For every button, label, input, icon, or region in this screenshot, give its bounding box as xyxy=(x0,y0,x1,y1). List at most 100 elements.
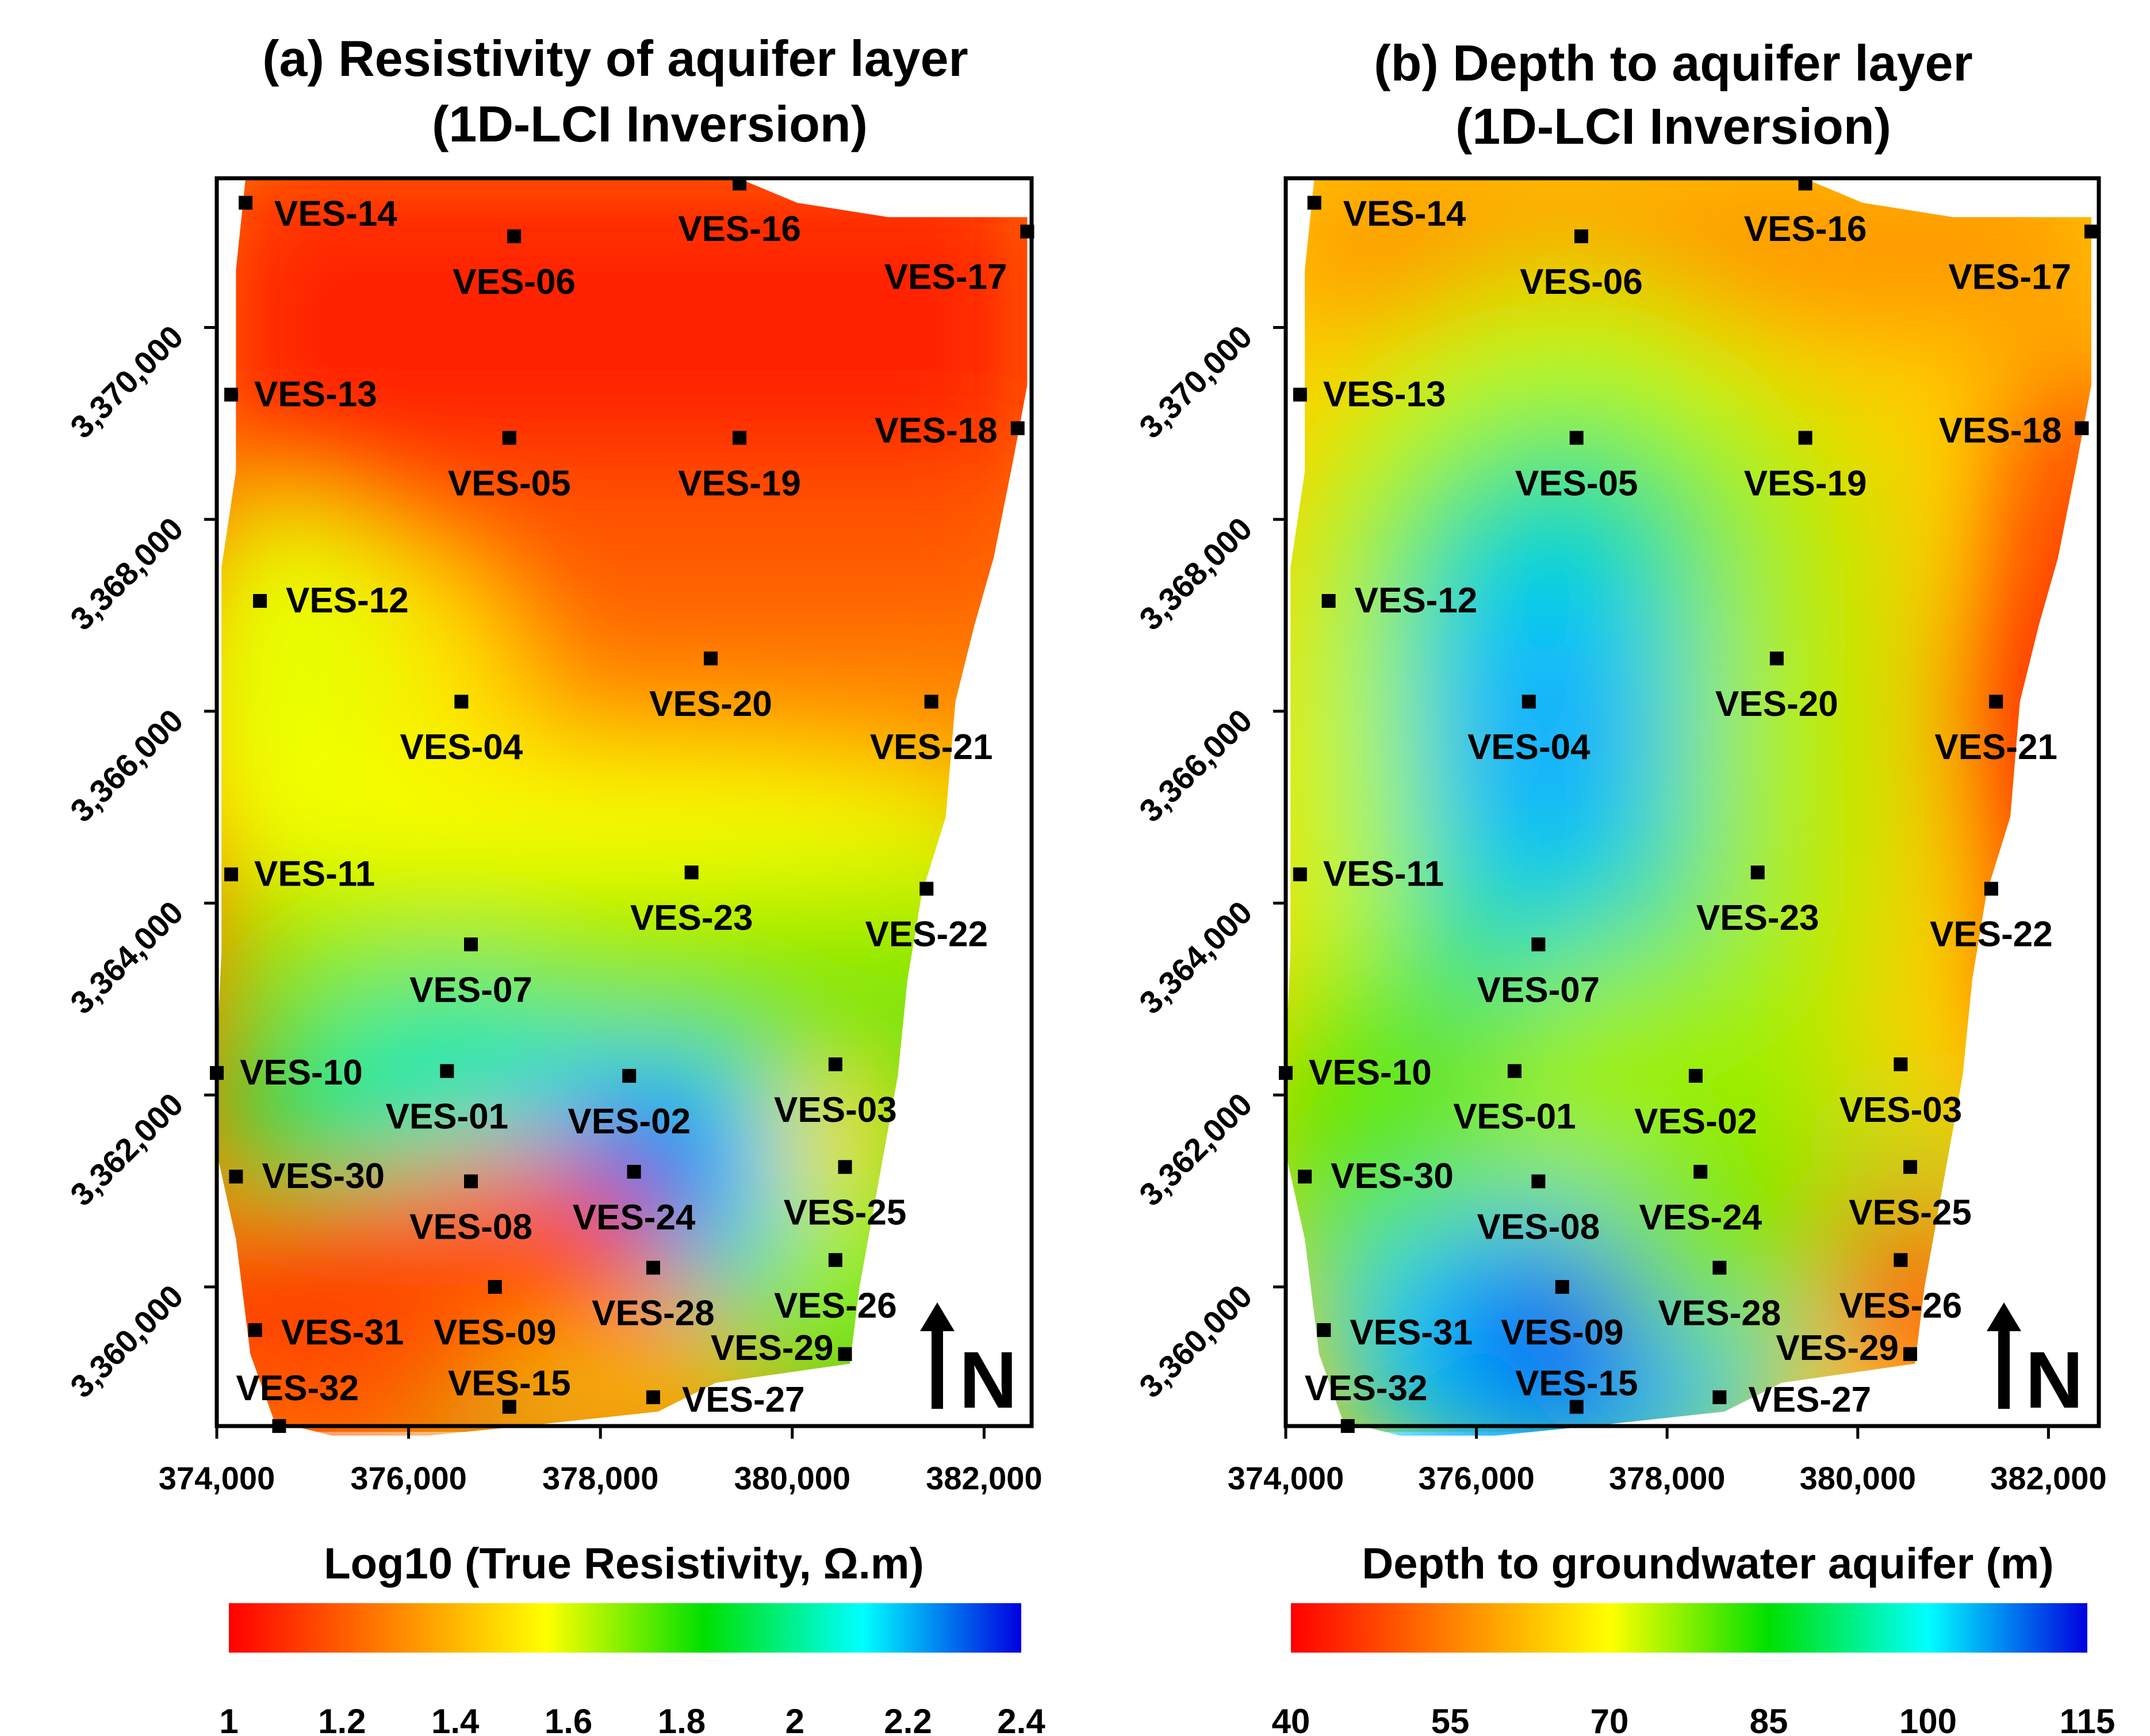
station-marker xyxy=(272,1419,286,1433)
station-label: VES-14 xyxy=(1343,194,1466,234)
station-marker xyxy=(1531,1174,1546,1189)
station-label: VES-03 xyxy=(1839,1090,1963,1130)
panel-b-title-line1: (b) Depth to aquifer layer xyxy=(1374,35,1972,91)
station-marker xyxy=(646,1260,660,1275)
station-marker xyxy=(646,1390,660,1404)
station-label: VES-10 xyxy=(1309,1053,1432,1093)
panel-a-map: 374,000 376,000 378,000 380,000 382,000 3,360… xyxy=(63,176,1043,1496)
y-tick-label: 3,360,000 xyxy=(1132,1278,1259,1405)
station-label: VES-23 xyxy=(1696,898,1819,938)
station-label: VES-29 xyxy=(711,1328,834,1368)
station-label: VES-30 xyxy=(1331,1156,1454,1196)
station-marker xyxy=(210,1066,224,1080)
y-tick-label: 3,364,000 xyxy=(1132,894,1259,1021)
panel-a-frame xyxy=(214,176,1034,1428)
station-label: VES-07 xyxy=(1477,970,1600,1010)
station-label: VES-05 xyxy=(448,463,571,503)
station-marker xyxy=(239,196,253,210)
station-label: VES-16 xyxy=(678,209,801,249)
north-arrow-icon xyxy=(1987,1302,2021,1409)
station-marker xyxy=(1688,1068,1703,1083)
colorbar-tick-label: 2 xyxy=(785,1702,804,1736)
panel-a-colorbar-title: Log10 (True Resistivity, Ω.m) xyxy=(324,1539,924,1588)
station-marker xyxy=(1340,1419,1355,1433)
station-marker xyxy=(1894,1253,1908,1267)
station-marker xyxy=(1574,229,1588,243)
station-marker xyxy=(2084,224,2099,239)
y-tick-label: 3,360,000 xyxy=(63,1278,190,1405)
station-marker xyxy=(1569,431,1584,445)
colorbar-tick-label: 100 xyxy=(1899,1702,1957,1736)
station-marker xyxy=(838,1347,852,1361)
station-marker xyxy=(704,652,718,666)
station-label: VES-04 xyxy=(1467,727,1591,767)
y-tick-label: 3,368,000 xyxy=(63,510,190,637)
station-marker xyxy=(924,695,938,709)
station-marker xyxy=(2075,421,2089,435)
station-marker xyxy=(1307,196,1321,210)
station-label: VES-27 xyxy=(682,1380,805,1420)
station-marker xyxy=(464,1174,478,1189)
colorbar-tick-label: 2.4 xyxy=(997,1702,1045,1736)
panel-b-map: 374,000 376,000 378,000 380,000 382,000 3,360… xyxy=(1132,176,2107,1496)
station-marker xyxy=(1712,1260,1727,1275)
station-marker xyxy=(733,177,747,191)
station-label: VES-02 xyxy=(1634,1102,1757,1141)
panel-a-north-label: N xyxy=(959,1335,1017,1425)
x-tick-label: 382,000 xyxy=(1990,1460,2106,1496)
station-label: VES-21 xyxy=(870,727,993,767)
station-marker xyxy=(248,1323,262,1338)
station-marker xyxy=(627,1164,641,1179)
station-label: VES-24 xyxy=(573,1198,696,1237)
station-label: VES-13 xyxy=(1323,374,1446,414)
y-tick-label: 3,368,000 xyxy=(1132,510,1259,637)
panel-b-north-label: N xyxy=(2025,1335,2083,1425)
station-label: VES-30 xyxy=(262,1156,385,1196)
y-tick-label: 3,370,000 xyxy=(63,318,190,445)
panel-b: (b) Depth to aquifer layer (1D-LCI Inver… xyxy=(1132,35,2115,1736)
station-label: VES-22 xyxy=(865,915,988,955)
station-label: VES-26 xyxy=(1839,1286,1963,1325)
x-tick-label: 378,000 xyxy=(542,1460,658,1496)
x-tick-label: 374,000 xyxy=(159,1460,275,1496)
station-marker xyxy=(502,1400,516,1414)
y-tick-label: 3,362,000 xyxy=(63,1086,190,1213)
station-label: VES-11 xyxy=(1323,854,1444,894)
station-label: VES-32 xyxy=(236,1369,359,1408)
colorbar-tick-label: 70 xyxy=(1591,1702,1629,1736)
panel-b-colorbar-ticks: 40 55 70 85 100 115 xyxy=(1272,1702,2115,1736)
station-label: VES-20 xyxy=(1715,684,1838,724)
panel-a: (a) Resistivity of aquifer layer (1D-LCI… xyxy=(63,30,1046,1736)
station-label: VES-31 xyxy=(281,1313,404,1352)
station-marker xyxy=(733,431,747,445)
station-label: VES-02 xyxy=(568,1102,691,1141)
station-label: VES-01 xyxy=(385,1097,508,1137)
station-label: VES-09 xyxy=(1501,1313,1624,1352)
station-label: VES-19 xyxy=(1744,463,1867,503)
station-marker xyxy=(1298,1170,1312,1184)
panel-a-colorbar-ticks: 1 1.2 1.4 1.6 1.8 2 2.2 2.4 xyxy=(219,1702,1045,1736)
station-marker xyxy=(1522,695,1536,709)
panel-b-colorbar-gradient xyxy=(1291,1603,2087,1653)
x-tick-label: 374,000 xyxy=(1228,1460,1344,1496)
station-label: VES-13 xyxy=(254,374,377,414)
station-label: VES-15 xyxy=(448,1364,571,1404)
station-label: VES-26 xyxy=(774,1286,897,1325)
station-marker xyxy=(1989,695,2003,709)
station-label: VES-18 xyxy=(875,411,998,451)
station-label: VES-06 xyxy=(1520,262,1643,302)
colorbar-tick-label: 115 xyxy=(2060,1702,2115,1736)
station-marker xyxy=(622,1068,637,1083)
panel-a-colorbar: Log10 (True Resistivity, Ω.m) 1 1.2 1.4 1.6… xyxy=(219,1539,1045,1736)
station-marker xyxy=(1903,1347,1917,1361)
station-marker xyxy=(1531,937,1546,952)
station-label: VES-28 xyxy=(1658,1294,1781,1333)
station-label: VES-29 xyxy=(1776,1328,1899,1368)
station-label: VES-05 xyxy=(1515,463,1638,503)
colorbar-tick-label: 1.2 xyxy=(318,1702,366,1736)
station-marker xyxy=(440,1064,454,1078)
station-label: VES-07 xyxy=(409,970,532,1010)
x-tick-label: 380,000 xyxy=(734,1460,850,1496)
station-marker xyxy=(1010,421,1025,435)
